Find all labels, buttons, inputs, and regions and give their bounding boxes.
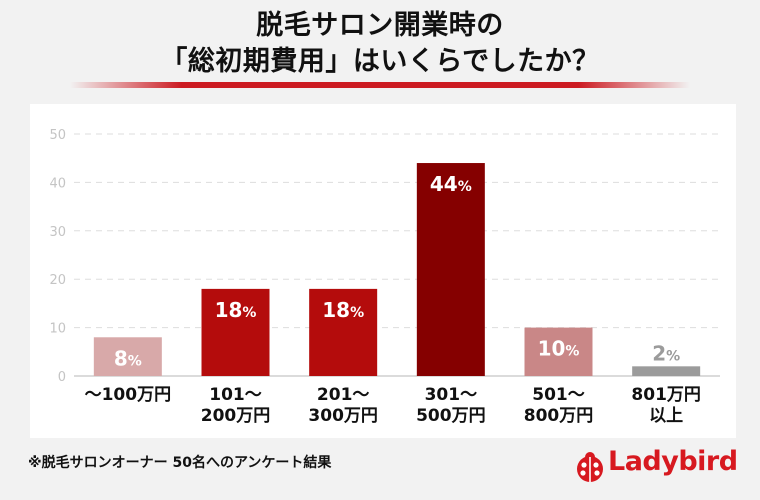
bar	[632, 366, 701, 376]
y-tick-label: 50	[49, 128, 66, 143]
brand-logo: Ladybird	[574, 446, 744, 490]
bar	[93, 337, 162, 376]
bar	[309, 288, 378, 376]
bar	[201, 288, 270, 376]
x-tick-label: 301〜 500万円	[416, 385, 486, 426]
y-tick-label: 40	[49, 176, 66, 191]
chart-panel: 0 10 20 30 40 50 8% 〜100万円 18% 101〜 200万円 18% 201〜 30…	[30, 104, 736, 438]
x-tick-label: 801万円以上	[631, 385, 701, 426]
data-label: 18%	[215, 298, 257, 322]
y-tick-label: 10	[49, 322, 66, 337]
bar-chart: 0 10 20 30 40 50 8% 〜100万円 18% 101〜 200万円 18% 201〜 30…	[49, 128, 720, 426]
bar	[416, 163, 485, 376]
data-label: 18%	[322, 298, 364, 322]
x-tick-label: 501〜 800万円	[524, 385, 594, 426]
logo-wordmark: Ladybird	[608, 446, 738, 477]
bar	[524, 327, 593, 376]
data-label: 10%	[538, 337, 580, 361]
data-label: 8%	[114, 346, 142, 370]
data-label: 44%	[430, 172, 472, 196]
ladybug-icon	[577, 452, 603, 482]
survey-footnote: ※脱毛サロンオーナー 50名へのアンケート結果	[28, 455, 332, 471]
chart-title: 脱毛サロン開業時の 「総初期費用」はいくらでしたか？	[160, 10, 600, 77]
x-tick-label: 101〜 200万円	[201, 385, 271, 426]
y-tick-label: 20	[49, 273, 66, 288]
x-tick-label: 201〜 300万円	[308, 385, 378, 426]
y-tick-label: 0	[58, 370, 66, 385]
title-underline	[70, 82, 690, 88]
y-tick-label: 30	[49, 225, 66, 240]
data-label: 2%	[652, 341, 680, 365]
x-tick-label: 〜100万円	[85, 385, 172, 405]
